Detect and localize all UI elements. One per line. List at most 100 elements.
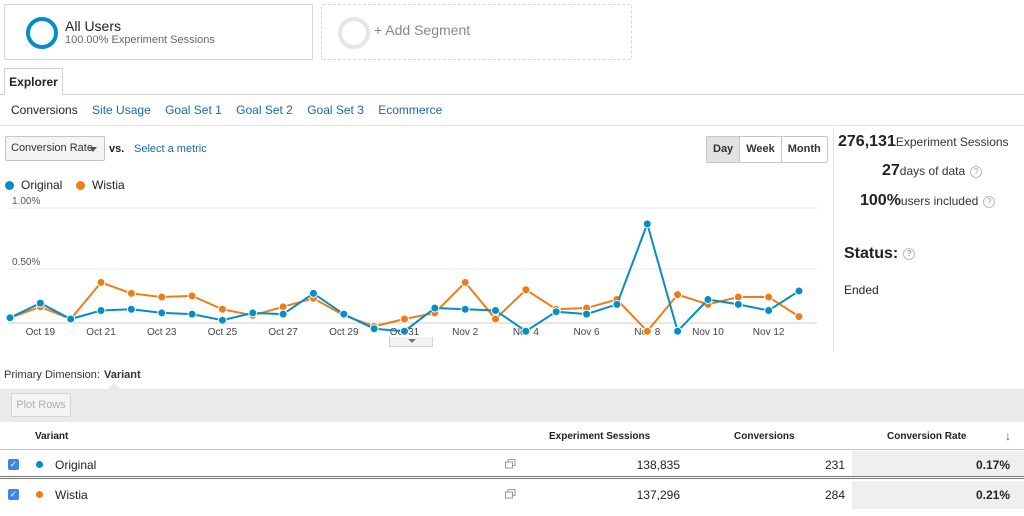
select-metric-link[interactable]: Select a metric: [134, 143, 207, 155]
help-icon[interactable]: ?: [903, 247, 916, 260]
conversion-rate-chart: 1.00% 0.50% Oct 19 Oct 21 Oct 23 Oct 25 Oct 27…: [5, 196, 817, 338]
copy-icon[interactable]: [505, 489, 516, 499]
data-point: [733, 299, 743, 309]
data-point: [217, 304, 227, 314]
add-segment-button[interactable]: + Add Segment: [321, 4, 632, 60]
row-checkbox[interactable]: ✓: [8, 489, 19, 500]
primary-dimension-value[interactable]: Variant: [103, 369, 141, 381]
subtab-goal-set-3[interactable]: Goal Set 3: [307, 103, 364, 117]
legend-original-label: Original: [21, 178, 63, 192]
metric-dropdown[interactable]: Conversion Rate: [5, 136, 105, 161]
x-tick-label: Nov 12: [753, 327, 785, 338]
data-point: [157, 308, 167, 318]
data-point: [96, 305, 106, 315]
data-point: [491, 305, 501, 315]
status-label: Status:: [844, 245, 899, 262]
data-point: [66, 314, 76, 324]
sort-down-icon[interactable]: ↓: [1005, 429, 1011, 443]
chart-stats-divider: [833, 127, 834, 352]
header-variant[interactable]: Variant: [35, 431, 69, 442]
data-point: [794, 286, 804, 296]
metric-dropdown-value: Conversion Rate: [11, 142, 93, 154]
data-point: [551, 307, 561, 317]
x-tick-label: Oct 19: [26, 327, 56, 338]
sessions-cell: 137,296: [636, 488, 680, 502]
wistia-dot-icon: [36, 491, 43, 498]
data-point: [673, 326, 683, 336]
stat-users: 100%users included?: [860, 192, 996, 210]
data-point: [460, 304, 470, 314]
segment-subtitle: 100.00% Experiment Sessions: [65, 34, 215, 46]
primary-dimension-label: Primary Dimension:: [4, 369, 100, 381]
legend-wistia: Wistia: [76, 178, 125, 192]
data-point: [642, 326, 652, 336]
subtab-goal-set-1[interactable]: Goal Set 1: [165, 103, 222, 117]
variant-name[interactable]: Original: [55, 458, 97, 472]
help-icon[interactable]: ?: [970, 165, 983, 178]
original-dot-icon: [5, 180, 14, 190]
data-point: [96, 277, 106, 287]
data-point: [794, 312, 804, 322]
header-sessions[interactable]: Experiment Sessions: [549, 431, 651, 442]
dimension-pointer: [108, 383, 120, 389]
data-point: [248, 308, 258, 318]
conversions-cell: 231: [824, 458, 845, 472]
stat-days-label: days of data: [899, 164, 966, 178]
copy-icon[interactable]: [505, 459, 516, 469]
x-tick-label: Oct 21: [86, 327, 116, 338]
subtab-site-usage[interactable]: Site Usage: [92, 103, 151, 117]
y-tick-label: 1.00%: [12, 196, 40, 207]
rate-cell: 0.17%: [975, 458, 1010, 472]
x-tick-label: Nov 6: [574, 327, 601, 338]
data-point: [400, 314, 409, 324]
granularity-toggle: Day Week Month: [706, 136, 828, 163]
data-point: [369, 324, 379, 334]
stat-sessions-label: Experiment Sessions: [895, 135, 1009, 149]
stat-users-label: users included: [900, 194, 979, 208]
day-button[interactable]: Day: [707, 137, 740, 162]
help-icon[interactable]: ?: [983, 195, 996, 208]
rate-cell: 0.21%: [975, 488, 1010, 502]
x-tick-label: Nov 10: [692, 327, 724, 338]
chart-resize-handle[interactable]: [389, 337, 433, 347]
plot-rows-button[interactable]: Plot Rows: [11, 393, 71, 417]
data-point: [5, 313, 15, 323]
subtab-ecommerce[interactable]: Ecommerce: [378, 103, 443, 117]
data-point: [733, 292, 743, 302]
stat-days: 27days of data?: [882, 162, 983, 180]
stat-sessions-value: 276,131: [838, 133, 896, 150]
tab-explorer[interactable]: Explorer: [4, 68, 63, 95]
header-conversion-rate[interactable]: Conversion Rate: [887, 431, 967, 442]
data-point: [612, 299, 622, 309]
stat-users-value: 100%: [860, 192, 901, 209]
variant-name[interactable]: Wistia: [55, 488, 88, 502]
stat-sessions: 276,131Experiment Sessions: [838, 133, 1009, 151]
x-tick-label: Nov 2: [452, 327, 479, 338]
data-point: [187, 291, 197, 301]
data-point: [35, 298, 45, 308]
vs-label: vs.: [109, 143, 125, 155]
row-checkbox[interactable]: ✓: [8, 459, 19, 470]
data-point: [521, 326, 531, 336]
status-value: Ended: [844, 283, 879, 297]
subtab-goal-set-2[interactable]: Goal Set 2: [236, 103, 293, 117]
legend-original: Original: [5, 178, 62, 192]
y-tick-label: 0.50%: [12, 257, 40, 268]
week-button[interactable]: Week: [739, 137, 781, 162]
table-row: ✓ Original 138,835 231 0.17%: [0, 451, 1024, 479]
segment-all-users[interactable]: All Users 100.00% Experiment Sessions: [4, 4, 313, 60]
data-point: [582, 309, 592, 319]
month-button[interactable]: Month: [780, 137, 827, 162]
data-point: [491, 314, 501, 324]
data-point: [126, 304, 136, 314]
subtab-bar: Conversions Site Usage Goal Set 1 Goal S…: [11, 103, 453, 117]
primary-dimension: Primary Dimension: Variant: [4, 369, 141, 381]
data-point: [703, 295, 713, 304]
header-conversions[interactable]: Conversions: [734, 431, 795, 442]
segment-ring-icon: [26, 17, 58, 49]
data-point: [126, 288, 136, 298]
legend-wistia-label: Wistia: [92, 178, 125, 192]
table-row: ✓ Wistia 137,296 284 0.21%: [0, 481, 1024, 509]
segment-ring-icon: [338, 17, 370, 49]
subtab-conversions[interactable]: Conversions: [11, 103, 78, 117]
